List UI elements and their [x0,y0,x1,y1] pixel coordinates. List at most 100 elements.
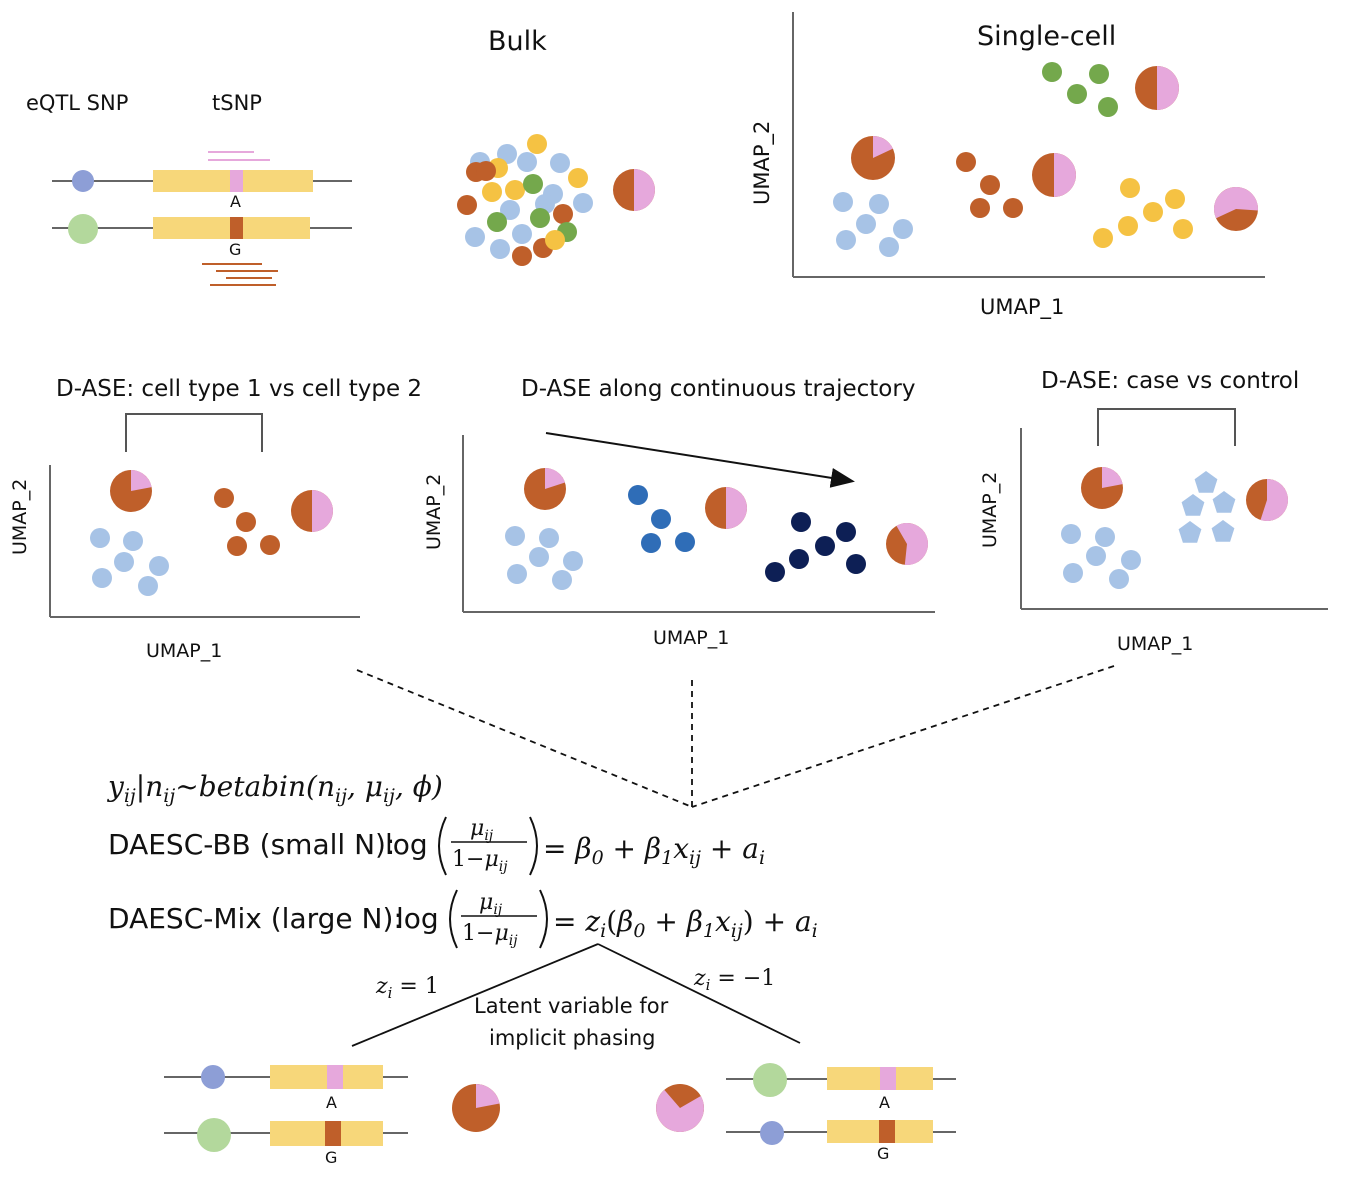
case-cell-pentagon [1211,520,1235,542]
green-cell-dot [1098,97,1118,117]
early-cell-dot [563,551,583,571]
bb-prefix: DAESC-BB (small N): [108,828,395,861]
latent-branches: zi = 1 zi = −1 Latent variable for impli… [351,943,801,1050]
yellow-cell-dot [1143,202,1163,222]
svg-text:μij: μij [479,890,503,918]
green-cell-dot [1067,84,1087,104]
bb-log: log [385,828,428,861]
case-pie [1246,479,1288,521]
control-pie [1081,467,1123,509]
bulk-cell-dot [476,161,496,181]
trajectory-yaxis-label: UMAP_2 [423,474,445,550]
bulk-cell-dot [512,224,532,244]
blue-cell-dot [869,194,889,214]
casecontrol-panel: D-ASE: case vs control UMAP_2 UMAP_1 [979,368,1328,655]
bulk-title: Bulk [488,26,547,57]
bulk-cell-dot [505,180,525,200]
model-equations: yij|nij~betabin(nij, μij, ϕ) DAESC-BB (s… [106,770,818,949]
control-cell-dot [1063,563,1083,583]
early-cell-dot [505,526,525,546]
late-pie [886,523,928,565]
late-cell-dot [789,549,809,569]
casecontrol-title: D-ASE: case vs control [1041,368,1299,394]
late-cell-dot [765,562,785,582]
celltype2-cell-dot [260,535,280,555]
celltype-title: D-ASE: cell type 1 vs cell type 2 [56,376,422,402]
bulk-cell-dot [573,193,593,213]
bb-rhs: = β0 + β1xij + ai [543,832,765,869]
trajectory-panel: D-ASE along continuous trajectory UMAP_2… [423,376,935,649]
mid-cell-dot [675,532,695,552]
converging-dashed-lines [356,665,1115,808]
late-cell-dot [846,554,866,574]
likelihood-equation: yij|nij~betabin(nij, μij, ϕ) [106,770,443,807]
blue-cell-dot [833,192,853,212]
latent-label-line2: implicit phasing [489,1026,656,1050]
bottom-left-haplotypes: A G [164,1065,408,1167]
bottom-pie-charts [452,1084,705,1132]
bulk-cell-dot [530,208,550,228]
control-cell-dot [1086,546,1106,566]
yellow-cell-dot [1165,189,1185,209]
late-cell-dot [791,512,811,532]
early-pie [524,468,566,510]
trajectory-xaxis-label: UMAP_1 [653,627,729,649]
mid-cell-dot [628,485,648,505]
early-cell-dot [529,547,549,567]
tsnp-label: tSNP [212,91,262,115]
sc-cell-clusters [833,62,1193,257]
early-cell-dot [539,528,559,548]
bl-allele-g: G [325,1148,337,1167]
blue-cell-dot [856,214,876,234]
eqtl-dot-blue-right [760,1121,784,1145]
haplotype-diagram: eQTL SNP tSNP A G [26,91,352,286]
casecontrol-pie-charts [1081,467,1288,521]
casecontrol-cell-clusters [1061,471,1236,589]
single-cell-title: Single-cell [977,21,1116,52]
green-cell-dot [1042,62,1062,82]
yellow-cell-dot [1093,228,1113,248]
green-cell-dot [1089,64,1109,84]
bulk-pie-chart [613,169,655,211]
celltype1-pie [110,470,152,512]
bulk-cell-dot [500,200,520,220]
celltype-xaxis-label: UMAP_1 [146,640,222,662]
z-negative-label: zi = −1 [693,966,775,994]
br-allele-g: G [877,1144,889,1163]
case-cell-pentagon [1212,491,1236,513]
mix-log: log [396,902,439,935]
bulk-panel: Bulk [457,26,655,266]
late-cell-dot [836,522,856,542]
celltype1-cell-dot [138,576,158,596]
brown-cell-dot [1003,198,1023,218]
mid-pie [705,487,747,529]
eqtl-dot-green-left [197,1118,231,1152]
bulk-cell-cluster [457,134,593,266]
bulk-cell-dot [523,174,543,194]
bulk-cell-dot [482,182,502,202]
blue-cell-dot [879,237,899,257]
celltype-yaxis-label: UMAP_2 [9,479,31,555]
control-cell-dot [1109,569,1129,589]
br-allele-a: A [879,1093,890,1112]
celltype1-cell-dot [149,556,169,576]
mid-cell-dot [651,509,671,529]
sc-pie-charts [851,66,1259,231]
trajectory-arrow [545,432,855,488]
celltype-pie-charts [110,470,333,532]
eqtl-snp-dot-green [68,214,98,244]
tsnp-allele-g [230,217,243,239]
celltype1-cell-dot [114,552,134,572]
control-cell-dot [1121,550,1141,570]
early-cell-dot [552,570,572,590]
case-cell-pentagon [1178,521,1202,543]
bulk-cell-dot [512,246,532,266]
phase-positive-pie [452,1084,500,1132]
bl-allele-a: A [326,1093,337,1112]
bulk-cell-dot [517,152,537,172]
celltype1-cell-dot [90,528,110,548]
eqtl-dot-green-right [753,1063,787,1097]
eqtl-snp-label: eQTL SNP [26,91,128,115]
trajectory-pie-charts [524,468,928,565]
